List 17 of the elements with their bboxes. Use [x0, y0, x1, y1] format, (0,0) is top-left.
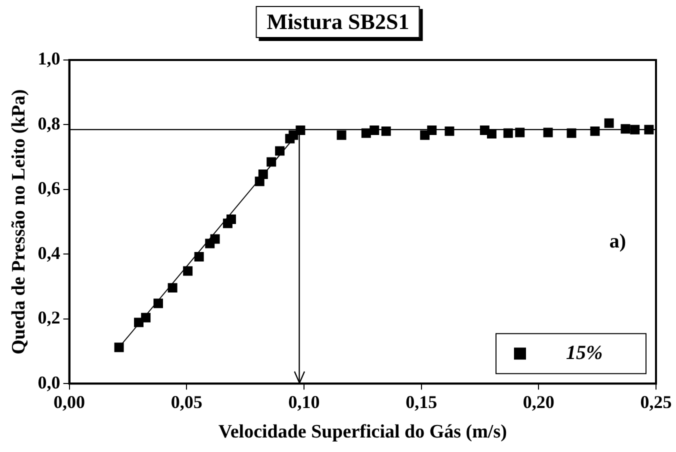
- y-tick-label: 1,0: [38, 48, 60, 69]
- annotation: a): [609, 230, 626, 253]
- x-tick-label: 0,20: [522, 392, 554, 412]
- y-axis-title: Queda de Pressão no Leito (kPa): [8, 89, 30, 354]
- x-tick-label: 0,05: [170, 392, 202, 412]
- x-tick-label: 0,25: [640, 392, 672, 412]
- x-tick-label: 0,15: [406, 392, 438, 412]
- chart-title: Mistura SB2S1: [256, 6, 420, 38]
- x-tick-label: 0,10: [288, 392, 320, 412]
- y-tick-label: 0,0: [38, 372, 60, 392]
- y-tick-label: 0,2: [38, 308, 60, 328]
- legend-label: 15%: [566, 342, 603, 364]
- y-tick-label: 0,8: [38, 113, 60, 134]
- y-tick-label: 0,4: [38, 242, 60, 263]
- x-tick-label: 0,00: [54, 392, 86, 412]
- y-tick-label: 0,6: [38, 178, 60, 198]
- x-axis-title: Velocidade Superficial do Gás (m/s): [218, 422, 507, 443]
